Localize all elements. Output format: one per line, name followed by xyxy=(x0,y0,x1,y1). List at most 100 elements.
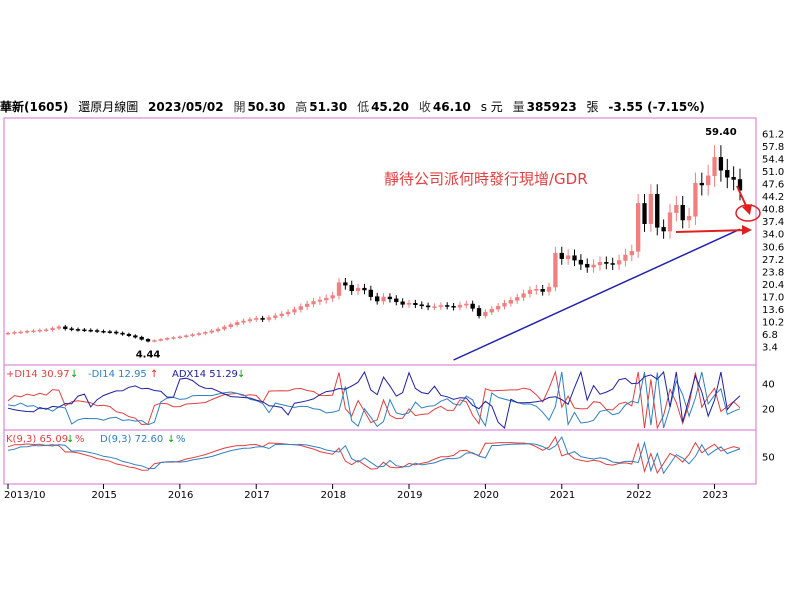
chart-header: 華新(1605) 還原月線圖 2023/05/02 開 50.30 高 51.30 … xyxy=(0,98,800,116)
candle-body xyxy=(508,300,514,304)
price-axis: 61.257.8 54.451.0 47.644.2 40.837.4 34.030.6… xyxy=(762,130,784,354)
price-tick-14: 13.6 xyxy=(762,305,784,316)
x-tick-label: 2020 xyxy=(473,490,498,501)
adx-down-arrow: ↓ xyxy=(237,369,245,380)
candle-body xyxy=(476,308,482,317)
candle-body xyxy=(591,264,596,268)
price-unit: s 元 xyxy=(480,100,503,114)
candle-body xyxy=(362,287,367,291)
candle-body xyxy=(234,322,240,325)
candle-body xyxy=(731,177,736,180)
candle-body xyxy=(44,329,49,332)
close-value: 46.10 xyxy=(432,100,471,114)
candle-body xyxy=(667,212,673,232)
adx-line xyxy=(7,370,741,429)
candle-body xyxy=(578,259,584,265)
price-tick-12: 20.4 xyxy=(762,280,784,291)
d-percent: % xyxy=(176,434,186,445)
candle-body xyxy=(298,306,303,310)
x-tick-label: 2013/10 xyxy=(4,490,46,501)
candle-body xyxy=(317,299,323,302)
candle-body xyxy=(152,340,157,342)
candle-body xyxy=(222,326,227,330)
candle-body xyxy=(330,295,335,299)
x-tick-label: 2022 xyxy=(626,490,651,501)
price-tick-10: 27.2 xyxy=(762,255,784,266)
candle-body xyxy=(693,182,698,217)
candle-body xyxy=(699,182,704,186)
candle-body xyxy=(228,324,233,328)
stock-name: 華新(1605) xyxy=(0,100,69,114)
highlight-circle xyxy=(735,204,761,222)
candle-body xyxy=(177,336,183,339)
candle-body xyxy=(94,330,100,332)
plus-di-label: +DI14 30.97 xyxy=(6,369,70,380)
candle-body xyxy=(292,309,297,313)
candle-body xyxy=(375,296,380,302)
candle-body xyxy=(184,335,189,338)
candle-body xyxy=(680,205,685,221)
candle-body xyxy=(120,332,125,335)
plus-di-down-arrow: ↓ xyxy=(70,369,78,380)
candle-body xyxy=(266,317,272,320)
candle-body xyxy=(445,305,450,307)
candle-body xyxy=(565,255,571,259)
k-line xyxy=(7,435,741,475)
d-label: D(9,3) 72.60 xyxy=(100,434,163,445)
volume-unit: 張 xyxy=(586,100,599,114)
candle-body xyxy=(725,170,730,178)
candle-body xyxy=(470,303,475,309)
candle-body xyxy=(387,296,393,300)
candle-body xyxy=(712,157,717,177)
candle-body xyxy=(75,329,81,331)
horizontal-arrow-head xyxy=(742,225,752,235)
candle-body xyxy=(305,303,310,307)
candle-body xyxy=(642,203,647,224)
candle-body xyxy=(604,262,609,264)
price-tick-2: 54.4 xyxy=(762,155,784,166)
candle-body xyxy=(336,282,342,296)
min-price-label: 4.44 xyxy=(136,350,161,361)
candle-body xyxy=(190,334,195,336)
low-value: 45.20 xyxy=(371,100,410,114)
candle-body xyxy=(158,339,163,341)
candle-body xyxy=(209,330,214,333)
open-value: 50.30 xyxy=(247,100,286,114)
candle-body xyxy=(203,332,208,334)
x-tick-label: 2019 xyxy=(397,490,422,501)
candle-body xyxy=(12,332,17,334)
kd-panel: K(9,3) 65.09 ↓ % D(9,3) 72.60 ↓ % 50 xyxy=(6,434,775,475)
candle-body xyxy=(324,297,329,301)
candle-body xyxy=(425,305,431,308)
candle-body xyxy=(82,329,87,332)
d-line xyxy=(7,435,741,475)
candle-body xyxy=(285,311,291,315)
candle-body xyxy=(406,303,412,305)
candle-body xyxy=(349,284,354,291)
price-tick-4: 47.6 xyxy=(762,180,784,191)
time-axis: 2013/10 2015 2016 2017 2018 2019 2020 2021 2022 2… xyxy=(4,484,728,501)
candle-body xyxy=(31,330,36,333)
price-tick-7: 37.4 xyxy=(762,217,784,228)
candle-body xyxy=(63,326,68,329)
price-tick-6: 40.8 xyxy=(762,205,784,216)
candle-body xyxy=(540,289,545,292)
support-trendline xyxy=(453,228,741,361)
candle-body xyxy=(56,326,62,329)
candle-body xyxy=(133,335,138,338)
candlesticks xyxy=(5,145,743,343)
annotation-text: 靜待公司派何時發行現增/GDR xyxy=(384,170,588,188)
candle-body xyxy=(139,336,144,340)
adx-label: ADX14 51.29 xyxy=(172,369,238,380)
kd-tick-50: 50 xyxy=(762,453,775,464)
candle-body xyxy=(718,157,724,171)
plus-di-line xyxy=(7,370,741,430)
candle-body xyxy=(648,193,654,224)
chart-frame xyxy=(3,117,757,485)
price-tick-17: 3.4 xyxy=(762,342,778,353)
candle-body xyxy=(215,328,221,332)
candle-body xyxy=(706,175,711,186)
high-label: 高 xyxy=(295,100,308,114)
candle-body xyxy=(37,329,42,332)
